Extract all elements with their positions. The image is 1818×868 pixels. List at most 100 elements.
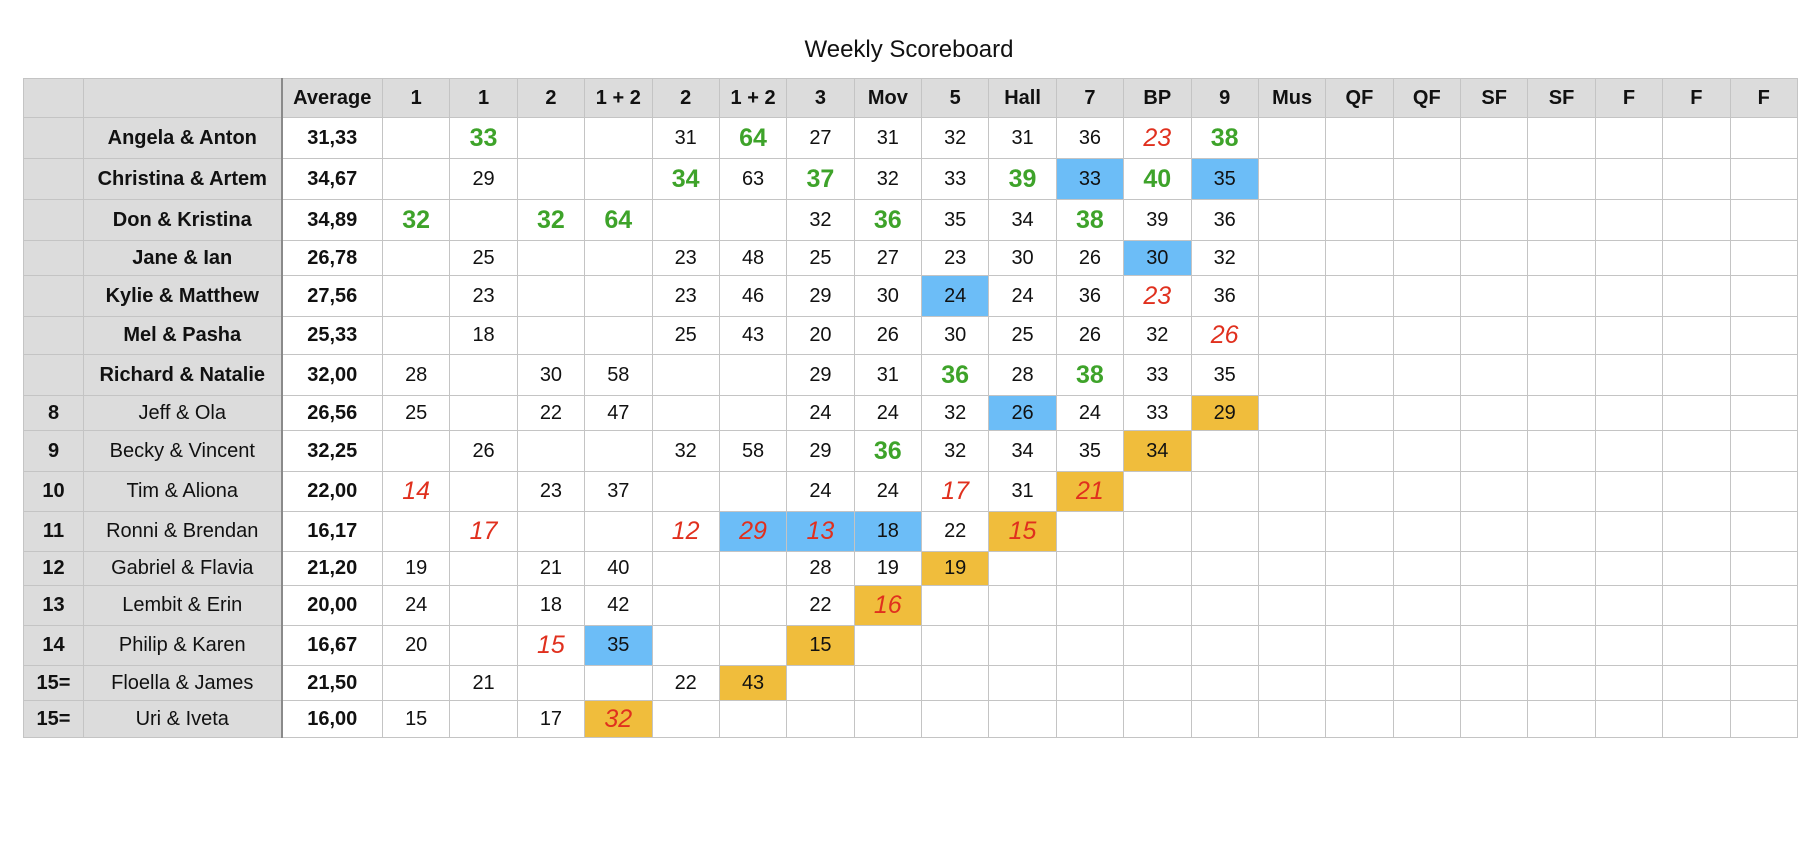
score-cell: 17 bbox=[516, 700, 586, 738]
score-cell bbox=[1662, 551, 1731, 586]
score-cell bbox=[1392, 585, 1462, 626]
table-row: 15= Uri & Iveta 16,00 15 17 32 bbox=[23, 700, 1798, 738]
average-cell: 16,17 bbox=[280, 511, 383, 552]
score-cell: 36 bbox=[853, 199, 923, 241]
score-cell bbox=[1527, 199, 1596, 241]
page-title: Weekly Scoreboard bbox=[804, 36, 1014, 63]
low-score: 17 bbox=[941, 477, 970, 505]
score-cell bbox=[1527, 665, 1596, 701]
high-score: 38 bbox=[1210, 123, 1239, 152]
score-cell: 30 bbox=[988, 240, 1057, 276]
table-row: Angela & Anton 31,33 33 31 64 27 31 32 31 36 23 38 bbox=[23, 117, 1798, 159]
score-cell: 15 bbox=[381, 700, 451, 738]
header-week: 1 bbox=[381, 78, 451, 118]
score-cell: 17 bbox=[920, 471, 990, 512]
score-cell bbox=[1257, 316, 1327, 355]
couple-name: Philip & Karen bbox=[83, 625, 282, 666]
score-cell bbox=[1594, 430, 1664, 472]
score-cell bbox=[1055, 511, 1125, 552]
score-cell: 35 bbox=[1190, 158, 1259, 200]
high-score: 34 bbox=[671, 164, 700, 193]
score-cell: 15 bbox=[988, 511, 1057, 552]
low-score: 13 bbox=[806, 517, 835, 545]
average-cell: 31,33 bbox=[280, 117, 383, 159]
score-cell: 19 bbox=[853, 551, 923, 586]
score-cell bbox=[1459, 316, 1529, 355]
place-cell: 14 bbox=[23, 625, 84, 666]
score-cell bbox=[1527, 316, 1596, 355]
score-cell bbox=[1257, 551, 1327, 586]
score-cell bbox=[988, 625, 1057, 666]
couple-name: Lembit & Erin bbox=[83, 585, 282, 626]
score-cell: 48 bbox=[718, 240, 788, 276]
score-cell: 38 bbox=[1055, 354, 1125, 396]
score-cell: 31 bbox=[988, 117, 1057, 159]
score-cell: 43 bbox=[718, 665, 788, 701]
score-cell bbox=[1055, 551, 1125, 586]
score-cell bbox=[1325, 551, 1394, 586]
score-cell: 26 bbox=[853, 316, 923, 355]
score-cell bbox=[1392, 551, 1462, 586]
score-cell: 40 bbox=[1123, 158, 1192, 200]
place-cell: 13 bbox=[23, 585, 84, 626]
score-cell: 32 bbox=[786, 199, 855, 241]
score-cell bbox=[1325, 117, 1394, 159]
score-cell: 23 bbox=[920, 240, 990, 276]
score-cell: 29 bbox=[449, 158, 518, 200]
average-cell: 32,25 bbox=[280, 430, 383, 472]
high-score: 64 bbox=[604, 205, 633, 234]
couple-name: Christina & Artem bbox=[83, 158, 282, 200]
score-cell: 26 bbox=[1055, 316, 1125, 355]
high-score: 38 bbox=[1076, 205, 1104, 234]
score-cell bbox=[718, 585, 788, 626]
high-score: 64 bbox=[739, 123, 767, 152]
score-cell bbox=[651, 551, 720, 586]
high-score: 38 bbox=[1076, 360, 1104, 389]
score-cell: 34 bbox=[651, 158, 720, 200]
table-row: 14 Philip & Karen 16,67 20 15 35 15 bbox=[23, 625, 1798, 666]
score-cell: 26 bbox=[1190, 316, 1259, 355]
score-cell bbox=[1527, 625, 1596, 666]
score-cell bbox=[449, 625, 518, 666]
place-cell bbox=[23, 354, 84, 396]
score-cell: 35 bbox=[584, 625, 653, 666]
high-score: 36 bbox=[873, 205, 902, 234]
score-cell bbox=[1257, 117, 1327, 159]
score-cell bbox=[1662, 665, 1731, 701]
score-cell: 25 bbox=[449, 240, 518, 276]
score-cell: 21 bbox=[516, 551, 586, 586]
score-cell: 22 bbox=[651, 665, 720, 701]
score-cell bbox=[1459, 700, 1529, 738]
score-cell bbox=[584, 240, 653, 276]
average-cell: 22,00 bbox=[280, 471, 383, 512]
average-cell: 27,56 bbox=[280, 275, 383, 317]
score-cell: 43 bbox=[718, 316, 788, 355]
score-cell: 25 bbox=[786, 240, 855, 276]
score-cell bbox=[1392, 316, 1462, 355]
score-cell bbox=[1729, 158, 1798, 200]
score-cell: 36 bbox=[1055, 117, 1125, 159]
score-cell bbox=[1662, 275, 1731, 317]
high-score: 40 bbox=[1143, 164, 1172, 193]
score-cell bbox=[1729, 471, 1798, 512]
score-cell: 24 bbox=[920, 275, 990, 317]
score-cell bbox=[381, 117, 451, 159]
score-cell bbox=[1123, 585, 1192, 626]
average-cell: 34,67 bbox=[280, 158, 383, 200]
score-cell bbox=[1594, 625, 1664, 666]
score-cell: 30 bbox=[920, 316, 990, 355]
score-cell bbox=[449, 354, 518, 396]
score-cell bbox=[1123, 471, 1192, 512]
score-cell bbox=[516, 117, 586, 159]
score-cell bbox=[786, 700, 855, 738]
score-cell bbox=[584, 511, 653, 552]
score-cell: 31 bbox=[988, 471, 1057, 512]
score-cell bbox=[381, 316, 451, 355]
score-cell bbox=[1729, 551, 1798, 586]
score-cell: 30 bbox=[1123, 240, 1192, 276]
score-cell bbox=[1459, 665, 1529, 701]
score-cell bbox=[1594, 354, 1664, 396]
score-cell bbox=[1257, 240, 1327, 276]
score-cell bbox=[1459, 117, 1529, 159]
header-week: 2 bbox=[651, 78, 720, 118]
